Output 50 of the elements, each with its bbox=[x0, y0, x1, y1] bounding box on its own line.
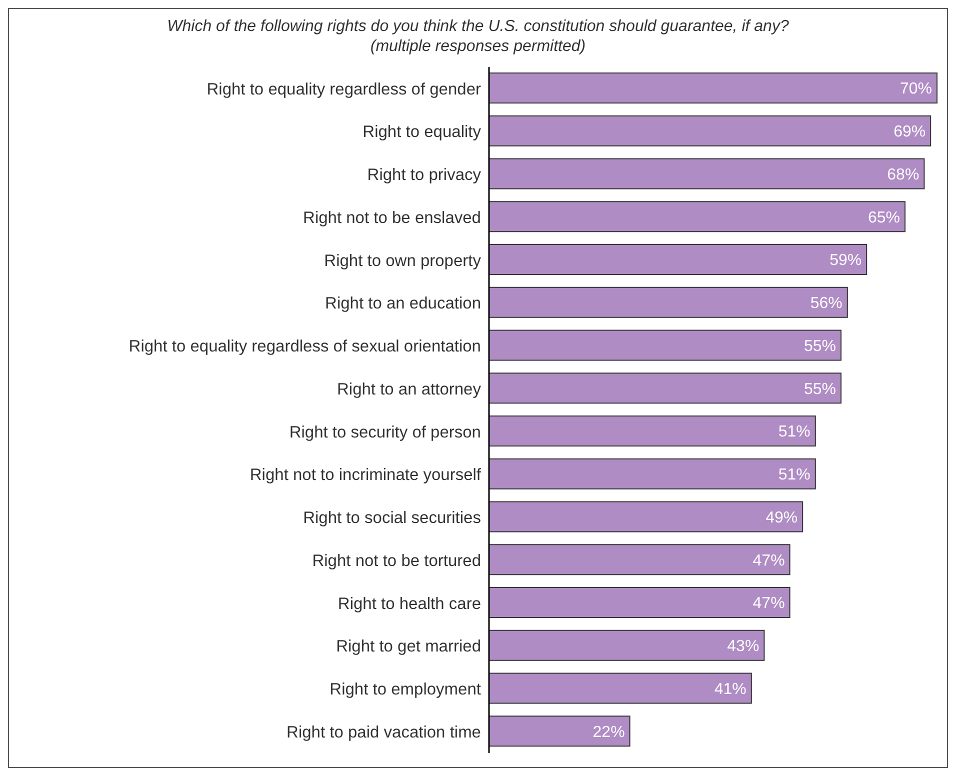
data-label: 56% bbox=[810, 295, 842, 312]
bar bbox=[488, 158, 925, 190]
y-tick-label: Right to paid vacation time bbox=[286, 723, 481, 742]
y-tick-label: Right not to be enslaved bbox=[303, 208, 481, 227]
data-label: 69% bbox=[894, 124, 926, 141]
y-tick-label: Right to social securities bbox=[303, 509, 481, 528]
y-tick-label: Right to an education bbox=[325, 294, 481, 313]
data-label: 59% bbox=[830, 252, 862, 270]
data-label: 55% bbox=[804, 338, 836, 355]
chart-subtitle: (multiple responses permitted) bbox=[369, 37, 587, 57]
y-tick-label: Right to own property bbox=[324, 252, 482, 270]
bar bbox=[488, 501, 804, 532]
y-tick-label: Right to equality bbox=[362, 123, 482, 142]
bar bbox=[488, 244, 868, 275]
bar bbox=[488, 286, 848, 318]
y-tick-label: Right to equality regardless of gender bbox=[206, 80, 482, 98]
bar bbox=[488, 201, 906, 232]
bar bbox=[488, 115, 932, 146]
data-label: 22% bbox=[592, 724, 625, 741]
y-tick-label: Right not to incriminate yourself bbox=[250, 466, 482, 484]
y-tick-label: Right to employment bbox=[330, 680, 482, 699]
data-label: 47% bbox=[752, 595, 785, 612]
bar bbox=[488, 587, 790, 618]
data-label: 51% bbox=[778, 424, 810, 441]
data-label: 55% bbox=[804, 380, 836, 398]
data-label: 41% bbox=[714, 680, 746, 698]
y-tick-label: Right to security of person bbox=[289, 423, 481, 442]
bar bbox=[488, 716, 630, 747]
chart-title: Which of the following rights do you think the U.S. constitution should guarantee, if any? bbox=[166, 17, 790, 37]
data-label: 65% bbox=[868, 209, 900, 226]
bar bbox=[488, 372, 842, 404]
bar bbox=[488, 630, 765, 661]
data-label: 70% bbox=[900, 80, 932, 98]
data-label: 43% bbox=[727, 638, 760, 656]
y-tick-label: Right to privacy bbox=[367, 166, 482, 184]
data-label: 51% bbox=[778, 466, 810, 484]
y-tick-label: Right to equality regardless of sexual orientation bbox=[128, 338, 481, 356]
bar bbox=[488, 458, 816, 490]
data-label: 47% bbox=[752, 552, 785, 570]
data-label: 68% bbox=[887, 166, 920, 184]
data-label: 49% bbox=[766, 509, 798, 526]
y-tick-label: Right to get married bbox=[336, 638, 481, 656]
bar bbox=[488, 672, 752, 704]
bar bbox=[488, 330, 842, 361]
bar bbox=[488, 544, 790, 576]
bar bbox=[488, 416, 816, 446]
y-tick-label: Right to health care bbox=[338, 594, 481, 613]
y-tick-label: Right to an attorney bbox=[336, 380, 482, 398]
bar bbox=[488, 72, 938, 104]
y-tick-label: Right not to be tortured bbox=[312, 552, 481, 570]
